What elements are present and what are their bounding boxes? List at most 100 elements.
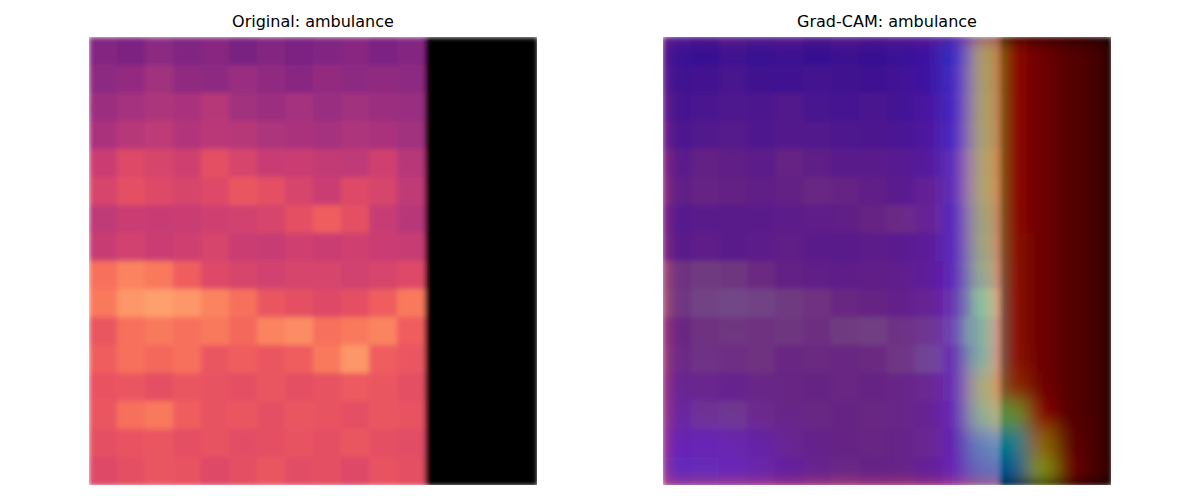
heatmap-cell [831,345,860,374]
heatmap-cell [117,401,146,430]
heatmap-cell [397,345,426,374]
heatmap-cell [999,317,1028,346]
heatmap-cell [1083,205,1111,234]
heatmap-cell [943,177,972,206]
heatmap-cell [887,289,916,318]
heatmap-cell [1055,205,1084,234]
heatmap-cell [1055,65,1084,94]
heatmap-cell [803,261,832,290]
heatmap-cell [775,37,804,66]
heatmap-cell [887,261,916,290]
heatmap-cell [1027,457,1056,485]
heatmap-cell [943,233,972,262]
heatmap-cell [719,261,748,290]
heatmap-cell [803,37,832,66]
heatmap-cell [803,345,832,374]
heatmap-cell [831,401,860,430]
heatmap-cell [719,317,748,346]
heatmap-cell [117,233,146,262]
heatmap-cell [719,289,748,318]
heatmap-cell [859,401,888,430]
heatmap-cell [859,261,888,290]
heatmap-cell [145,177,174,206]
heatmap-cell [803,65,832,94]
heatmap-cell [719,401,748,430]
heatmap-cell [117,93,146,122]
heatmap-cell [691,93,720,122]
heatmap-cell [719,345,748,374]
heatmap-cell [887,233,916,262]
heatmap-cell [803,429,832,458]
heatmap-cell [1083,233,1111,262]
heatmap-cell [915,457,944,485]
heatmap-cell [89,149,118,178]
heatmap-cell [859,401,888,430]
heatmap-cell [1027,177,1056,206]
heatmap-cell [1027,289,1056,318]
heatmap-cell [775,317,804,346]
heatmap-cell [1027,149,1056,178]
heatmap-cell [775,149,804,178]
heatmap-cell [229,373,258,402]
heatmap-cell [691,37,720,66]
heatmap-cell [831,261,860,290]
heatmap-cell [481,233,510,262]
heatmap-cell [859,429,888,458]
heatmap-cell [341,429,370,458]
heatmap-cell [691,429,720,458]
heatmap-cell [691,345,720,374]
heatmap-cell [397,233,426,262]
heatmap-cell [831,233,860,262]
heatmap-cell [1055,121,1084,150]
heatmap-cell [663,373,692,402]
heatmap-cell [313,37,342,66]
heatmap-cell [719,205,748,234]
heatmap-cell [397,317,426,346]
heatmap-cell [1083,317,1111,346]
heatmap-cell [859,457,888,485]
heatmap-cell [1083,401,1111,430]
heatmap-cell [831,149,860,178]
heatmap-cell [859,177,888,206]
heatmap-cell [1055,233,1084,262]
heatmap-cell [915,149,944,178]
heatmap-cell [1027,233,1056,262]
heatmap-cell [341,401,370,430]
heatmap-cell [691,317,720,346]
heatmap-cell [915,177,944,206]
heatmap-cell [229,205,258,234]
heatmap-cell [887,457,916,485]
heatmap-cell [257,457,286,485]
heatmap-cell [971,289,1000,318]
heatmap-cell [943,289,972,318]
heatmap-cell [775,65,804,94]
heatmap-cell [803,121,832,150]
heatmap-cell [859,205,888,234]
heatmap-cell [691,205,720,234]
heatmap-cell [943,345,972,374]
heatmap-cell [775,93,804,122]
heatmap-cell [775,205,804,234]
heatmap-cell [719,401,748,430]
heatmap-cell [943,93,972,122]
heatmap-cell [481,289,510,318]
heatmap-cell [803,401,832,430]
heatmap-cell [1055,177,1084,206]
heatmap-cell [425,233,454,262]
heatmap-cell [1027,205,1056,234]
heatmap-cell [369,205,398,234]
heatmap-cell [117,429,146,458]
heatmap-cell [313,65,342,94]
heatmap-cell [425,317,454,346]
heatmap-cell [425,401,454,430]
heatmap-cell [453,317,482,346]
heatmap-cell [1027,37,1056,66]
heatmap-cell [257,205,286,234]
heatmap-cell [691,93,720,122]
heatmap-cell [915,457,944,485]
heatmap-cell [775,177,804,206]
heatmap-cell [313,205,342,234]
heatmap-cell [943,317,972,346]
heatmap-cell [229,121,258,150]
heatmap-cell [691,121,720,150]
